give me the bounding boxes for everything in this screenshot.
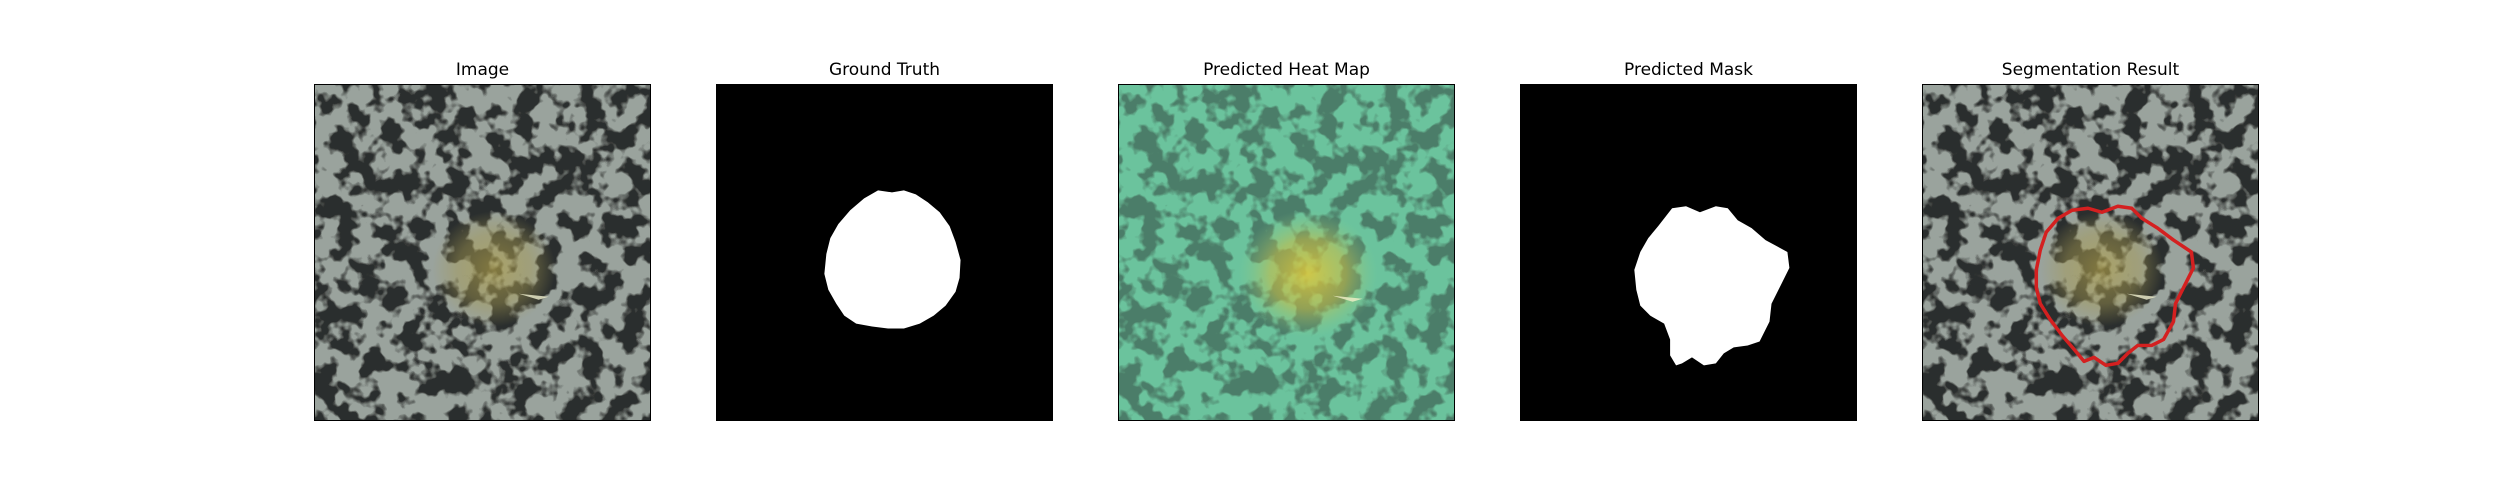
segmentation-frame	[1922, 84, 2259, 421]
segmentation-contour	[2034, 204, 2196, 368]
panel-title: Image	[455, 60, 510, 80]
predicted-mask-frame	[1520, 84, 1857, 421]
ground-truth-mask	[717, 85, 1052, 420]
heat-hotspot	[1238, 210, 1378, 338]
image-frame	[314, 84, 651, 421]
panel-heat-map: Predicted Heat Map	[1118, 58, 1455, 421]
panel-predicted-mask: Predicted Mask	[1520, 58, 1857, 421]
glint	[2126, 293, 2157, 300]
predicted-region	[1634, 206, 1790, 366]
panel-title: Segmentation Result	[2001, 60, 2180, 80]
heat-map-frame	[1118, 84, 1455, 421]
glint	[518, 293, 549, 300]
texture-image	[315, 85, 650, 420]
panel-image: Image	[314, 58, 651, 421]
ground-truth-region	[824, 190, 961, 329]
panel-title: Predicted Mask	[1624, 60, 1753, 80]
lesion-region	[432, 211, 556, 327]
segmentation-image	[1923, 85, 2258, 420]
ground-truth-frame	[716, 84, 1053, 421]
lesion-region	[2040, 211, 2164, 327]
predicted-mask	[1521, 85, 1856, 420]
glint	[1332, 295, 1363, 302]
panel-title: Ground Truth	[828, 60, 941, 80]
heat-map-image	[1119, 85, 1454, 420]
panel-segmentation-result: Segmentation Result	[1922, 58, 2259, 421]
panel-ground-truth: Ground Truth	[716, 58, 1053, 421]
panel-title: Predicted Heat Map	[1203, 60, 1370, 80]
